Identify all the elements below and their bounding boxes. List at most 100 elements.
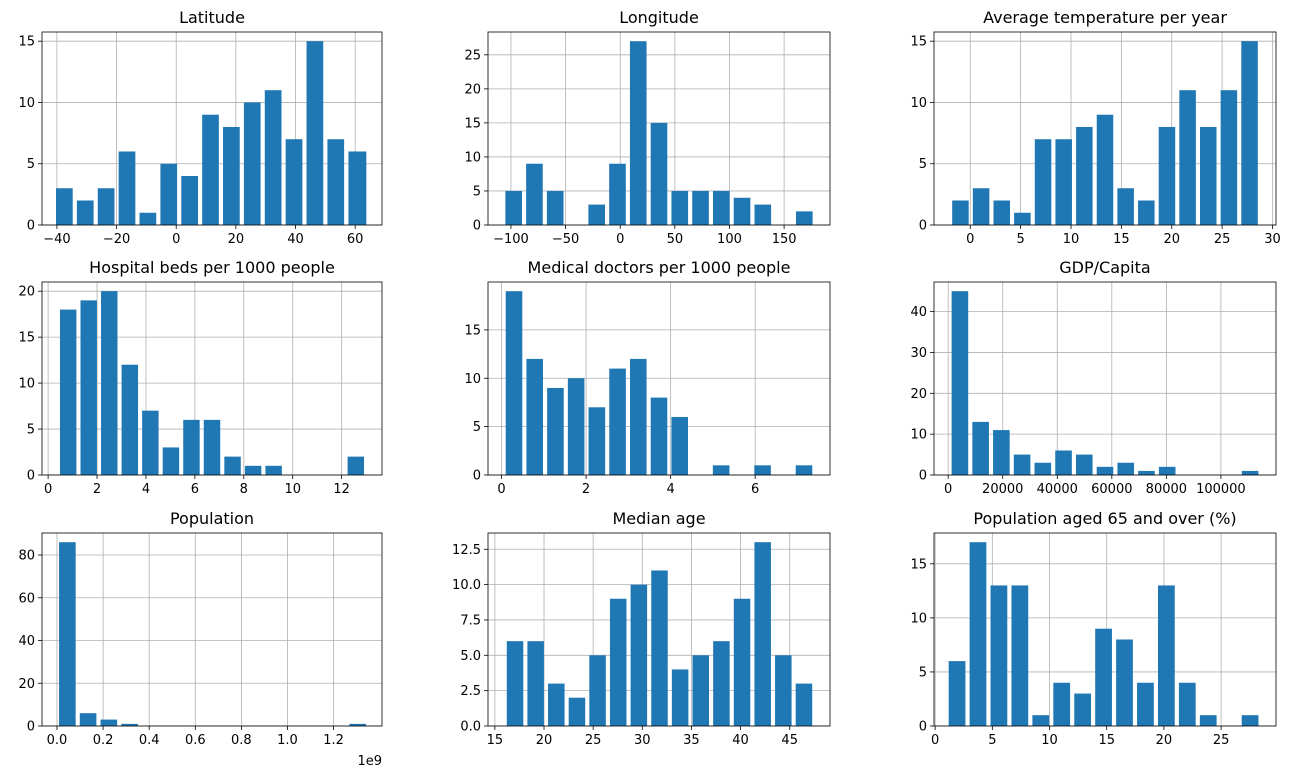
histogram-bar bbox=[285, 139, 303, 225]
histogram-bar bbox=[1117, 462, 1135, 475]
y-tick-label: 20 bbox=[910, 387, 927, 402]
histogram-bar bbox=[629, 358, 647, 475]
histogram-bar bbox=[1241, 470, 1259, 475]
x-tick-label: 6 bbox=[751, 482, 759, 497]
x-tick-label: 100 bbox=[717, 232, 742, 247]
histogram-bar bbox=[348, 151, 367, 225]
y-tick-label: 80 bbox=[18, 549, 35, 564]
histogram-bar bbox=[1096, 466, 1114, 475]
y-tick-label: 10 bbox=[18, 377, 35, 392]
y-tick-label: 0 bbox=[27, 720, 35, 735]
y-tick-label: 5 bbox=[27, 423, 35, 438]
axes-frame bbox=[933, 31, 1277, 226]
histogram-bar bbox=[306, 41, 324, 225]
x-tick-label: 25 bbox=[585, 733, 602, 748]
histogram-bar bbox=[754, 204, 772, 225]
histogram-bar bbox=[609, 368, 626, 475]
histogram-bar bbox=[80, 300, 97, 475]
x-tick-label: 40 bbox=[287, 232, 304, 247]
histogram-bar bbox=[1199, 715, 1217, 726]
histogram-bar bbox=[1013, 454, 1031, 475]
histogram-bar bbox=[733, 598, 751, 726]
x-tick-label: 0 bbox=[944, 482, 952, 497]
histogram-bar bbox=[527, 641, 544, 726]
histogram-panel: 0 2 4 6 0 5 10 15 Medical doctors per 1000 peopl… bbox=[464, 258, 831, 497]
panel-title: Population aged 65 and over (%) bbox=[973, 509, 1236, 528]
histogram-bar bbox=[650, 122, 668, 225]
histogram-bar bbox=[969, 542, 987, 726]
histogram-bar bbox=[243, 102, 261, 225]
histogram-bar bbox=[224, 456, 241, 475]
histogram-panel: −100 −50 0 50 100 150 0 5 10 15 20 25 Longitude bbox=[464, 8, 831, 247]
y-tick-label: 2.5 bbox=[460, 684, 481, 699]
histogram-bar bbox=[1158, 126, 1176, 225]
histogram-bar bbox=[795, 683, 813, 726]
histogram-bar bbox=[265, 465, 282, 475]
histogram-panel: 15 20 25 30 35 40 45 0.0 2.5 5.0 7.5 10.0 12.5 Median… bbox=[452, 509, 831, 748]
histogram-bar bbox=[609, 163, 626, 225]
histogram-bar bbox=[526, 163, 543, 225]
histogram-bar bbox=[264, 90, 282, 225]
x-tick-label: 5 bbox=[988, 733, 996, 748]
histogram-bar bbox=[121, 364, 139, 475]
y-tick-label: 0.0 bbox=[460, 720, 481, 735]
histogram-bar bbox=[547, 387, 564, 475]
histogram-bar bbox=[671, 669, 689, 726]
histogram-bar bbox=[993, 430, 1010, 475]
panel-title: Population bbox=[170, 509, 254, 528]
y-tick-label: 10 bbox=[464, 372, 481, 387]
x-tick-label: 0 bbox=[172, 232, 180, 247]
histogram-bar bbox=[1179, 90, 1196, 225]
y-tick-label: 15 bbox=[464, 116, 481, 131]
histogram-bar bbox=[1199, 126, 1217, 225]
histogram-bar bbox=[1055, 139, 1072, 225]
y-tick-label: 5 bbox=[919, 157, 927, 172]
y-tick-label: 0 bbox=[27, 219, 35, 234]
histogram-bar bbox=[76, 200, 94, 225]
histogram-bar bbox=[244, 465, 262, 475]
histogram-bar bbox=[202, 114, 219, 225]
x-tick-label: 20 bbox=[1163, 232, 1180, 247]
x-tick-label: 45 bbox=[781, 733, 798, 748]
y-tick-label: 20 bbox=[18, 677, 35, 692]
x-tick-label: 0.8 bbox=[231, 733, 252, 748]
y-tick-label: 60 bbox=[18, 591, 35, 606]
y-tick-label: 5.0 bbox=[460, 649, 481, 664]
y-tick-label: 5 bbox=[919, 665, 927, 680]
x-tick-label: 40000 bbox=[1037, 482, 1078, 497]
histogram-bar bbox=[1241, 41, 1258, 225]
histogram-bar bbox=[183, 419, 200, 475]
x-tick-label: 0.4 bbox=[139, 733, 160, 748]
histogram-bar bbox=[712, 190, 730, 225]
y-tick-label: 15 bbox=[18, 331, 35, 346]
x-tick-label: 10 bbox=[1041, 733, 1058, 748]
histogram-bar bbox=[162, 447, 180, 475]
x-tick-label: 20 bbox=[228, 232, 245, 247]
histogram-bar bbox=[181, 175, 198, 225]
histogram-bar bbox=[505, 190, 522, 225]
histogram-panel: 0 20000 40000 60000 80000 100000 0 10 20 30 40 GDP/… bbox=[910, 258, 1277, 497]
histogram-bar bbox=[588, 204, 606, 225]
x-tick-label: 0 bbox=[44, 482, 52, 497]
x-tick-label: 6 bbox=[191, 482, 199, 497]
y-tick-label: 10 bbox=[910, 611, 927, 626]
histogram-bar bbox=[59, 309, 77, 475]
y-tick-label: 10 bbox=[464, 150, 481, 165]
x-tick-label: 0 bbox=[616, 232, 624, 247]
y-tick-label: 20 bbox=[464, 82, 481, 97]
histogram-bar bbox=[1095, 628, 1112, 726]
histogram-bar bbox=[733, 197, 751, 225]
histogram-bar bbox=[972, 188, 990, 225]
histogram-bar bbox=[609, 598, 627, 726]
histogram-bar bbox=[948, 661, 966, 726]
histogram-bar bbox=[160, 163, 178, 225]
axes-frame bbox=[41, 532, 383, 727]
x-tick-label: 50 bbox=[667, 232, 684, 247]
x-tick-label: −20 bbox=[103, 232, 130, 247]
x-tick-label: 0.0 bbox=[47, 733, 68, 748]
panel-title: Hospital beds per 1000 people bbox=[89, 258, 335, 277]
histogram-bar bbox=[101, 291, 118, 475]
histogram-bar bbox=[650, 397, 668, 475]
histogram-bar bbox=[1158, 466, 1176, 475]
